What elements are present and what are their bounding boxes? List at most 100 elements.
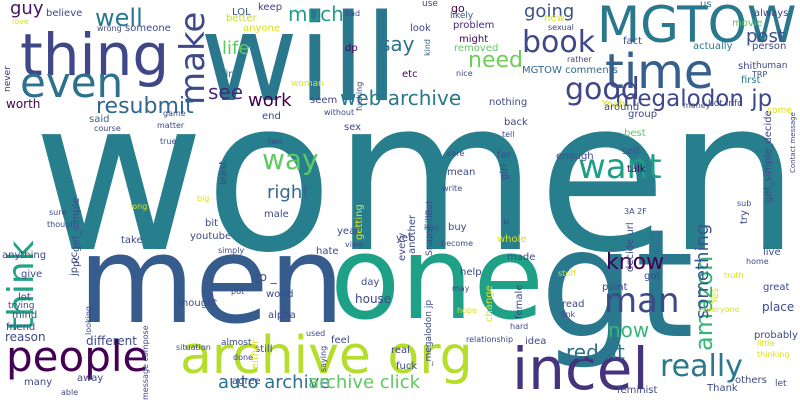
cloud-word-less: less: [424, 223, 440, 232]
cloud-word-everyone: everyone: [702, 305, 740, 314]
cloud-word-pc-get-simple: pc get_simple: [71, 197, 82, 267]
cloud-word-better: better: [226, 13, 257, 24]
cloud-word-try: try: [739, 210, 750, 224]
cloud-word-worth: worth: [6, 97, 41, 111]
cloud-word-view: view: [345, 240, 364, 249]
cloud-word-male: male: [264, 209, 289, 220]
cloud-word-idea: idea: [525, 336, 547, 347]
cloud-word-decide-url: decide url: [625, 222, 636, 272]
cloud-word-book: book: [522, 25, 596, 60]
cloud-word-youtube: youtube: [190, 231, 232, 242]
cloud-word-girl: girl: [499, 163, 510, 180]
cloud-word-best: best: [624, 128, 646, 139]
cloud-word-guy: guy: [10, 0, 44, 19]
cloud-word-use: use: [422, 0, 438, 9]
cloud-word-house: house: [355, 292, 392, 306]
cloud-word-link: link: [561, 310, 576, 319]
cloud-word-kind: kind: [423, 38, 432, 56]
cloud-word-lol: LOL: [232, 7, 251, 18]
cloud-word-say: say: [380, 32, 415, 56]
cloud-word-love: love: [12, 17, 29, 26]
cloud-word-bad: bad: [345, 9, 361, 18]
cloud-word-sex: sex: [344, 122, 362, 133]
cloud-word-least: least: [218, 160, 229, 185]
cloud-word-enough: enough: [556, 151, 594, 162]
cloud-word-go: go: [451, 2, 465, 15]
cloud-word-made: made: [507, 252, 536, 263]
cloud-word-3a-2f: 3A 2F: [624, 207, 647, 216]
cloud-word-removed: removed: [454, 43, 499, 54]
cloud-word-point: point: [602, 282, 628, 293]
cloud-word-contact-message: Contact message: [789, 112, 797, 173]
cloud-word-care: care: [447, 149, 465, 158]
cloud-word-truth: truth: [724, 271, 744, 280]
cloud-word-wrong: wrong: [97, 24, 122, 33]
cloud-word-life: life: [222, 38, 250, 59]
cloud-word-put: put: [231, 287, 245, 296]
cloud-word-always: always: [754, 8, 789, 19]
cloud-word-become: become: [441, 239, 474, 248]
cloud-word-human: human: [756, 61, 788, 71]
cloud-word-trying: trying: [8, 301, 35, 311]
cloud-word-etc: etc: [402, 69, 418, 80]
cloud-word-people: people: [6, 332, 149, 381]
cloud-word-able: able: [61, 388, 79, 397]
cloud-word-likely: likely: [450, 11, 474, 21]
cloud-word-anyone: anyone: [243, 23, 280, 34]
cloud-word-relationship: relationship: [466, 335, 514, 344]
cloud-word-matter: matter: [157, 121, 185, 130]
cloud-word-take: take: [121, 235, 143, 246]
cloud-word-game: game: [163, 109, 186, 118]
cloud-word-dp: dp: [345, 43, 358, 54]
cloud-word-fucking: fucking: [355, 81, 364, 111]
cloud-word-post: post: [746, 26, 785, 47]
cloud-word-work: work: [248, 90, 292, 111]
cloud-word-saying: saying: [319, 345, 328, 372]
cloud-word-yes: Yes: [710, 287, 721, 304]
cloud-word-new: new: [544, 13, 565, 24]
cloud-word-nothing: nothing: [489, 97, 528, 108]
cloud-word-used: used: [306, 329, 326, 338]
cloud-word-fuck: fuck: [396, 361, 418, 372]
cloud-word-whole: whole: [497, 234, 527, 245]
cloud-word-thought: thought: [178, 298, 218, 309]
cloud-word-different: different: [86, 334, 137, 348]
cloud-word-reddit: reddit: [566, 340, 625, 364]
cloud-word-little: little: [757, 339, 775, 348]
cloud-word-either: either: [250, 339, 261, 369]
cloud-word-bit: bit: [205, 218, 219, 229]
cloud-word-self: self: [622, 146, 640, 157]
cloud-word-mgtow: MGTOW: [597, 0, 797, 54]
cloud-word-group: group: [628, 109, 658, 120]
cloud-word-yeah: Yeah: [602, 99, 626, 110]
cloud-word-might: might: [459, 34, 489, 45]
cloud-word-read: read: [562, 299, 585, 310]
cloud-word-archive-org: archive org: [180, 326, 473, 386]
cloud-word-see: see: [208, 80, 244, 104]
cloud-word-message-compose: message compose: [141, 325, 150, 400]
cloud-word-place: place: [762, 300, 795, 314]
cloud-word-thinking: thinking: [757, 350, 790, 359]
cloud-word-yet: yet: [396, 233, 412, 244]
cloud-word-end: end: [262, 111, 281, 122]
cloud-word-situation: situation: [176, 343, 211, 352]
cloud-word-two: two: [268, 137, 283, 146]
cloud-word-look: look: [410, 23, 431, 34]
cloud-word-know: know: [606, 250, 665, 275]
cloud-word-never: never: [3, 66, 13, 92]
cloud-word-many: many: [24, 377, 53, 388]
cloud-word-far: far: [497, 150, 511, 161]
cloud-word-one: one: [330, 212, 544, 346]
cloud-word-tell: tell: [502, 130, 515, 139]
cloud-word-man: man: [604, 281, 680, 321]
cloud-word-got: got: [644, 271, 661, 282]
cloud-word-money: money: [683, 101, 711, 110]
cloud-word-lot: lot: [18, 292, 31, 303]
cloud-word-female: female: [514, 284, 525, 319]
cloud-word-real: real: [391, 345, 410, 356]
cloud-word-mind: mind: [12, 310, 38, 321]
cloud-word-stuff: stuff: [558, 269, 576, 278]
cloud-word-done: done: [233, 353, 253, 362]
cloud-word-mean: mean: [447, 167, 476, 178]
cloud-word-men: men: [78, 212, 345, 351]
